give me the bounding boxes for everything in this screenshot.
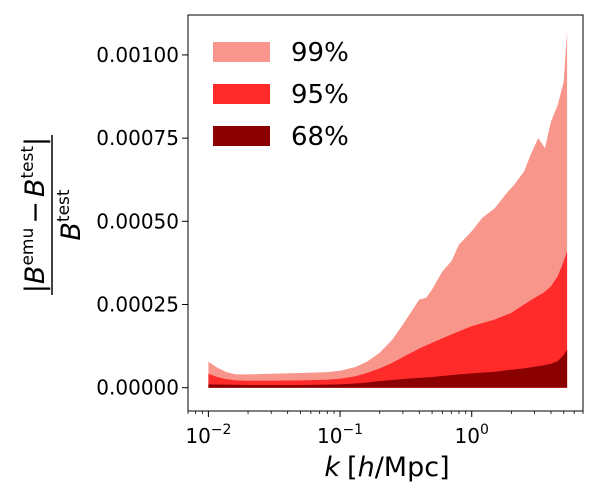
plot-frame (187, 14, 584, 412)
legend-swatch (213, 42, 270, 62)
legend: 99% 95% 68% (213, 38, 349, 152)
y-label-numerator: |Bemu−Btest| (18, 137, 51, 293)
legend-swatch (213, 84, 270, 104)
y-tick-label: 0.00100 (96, 43, 179, 67)
x-axis-label: k [h/Mpc] (324, 452, 449, 483)
y-axis-label: |Bemu−Btest| Btest (18, 135, 87, 295)
y-tick-label: 0.00000 (96, 376, 179, 400)
y-axis: 0.00000 0.00025 0.00050 0.00075 0.00100 (96, 43, 188, 400)
y-label-denominator: Btest (54, 189, 87, 241)
x-tick-label: 100 (455, 422, 489, 448)
x-axis: 10−2 10−1 100 (185, 411, 584, 448)
legend-label: 99% (291, 38, 349, 68)
legend-swatch (213, 126, 270, 146)
y-tick-label: 0.00025 (96, 293, 179, 317)
area-95-percent (208, 251, 568, 388)
legend-label: 95% (291, 80, 349, 110)
area-68-percent (208, 349, 568, 388)
y-tick-label: 0.00075 (96, 126, 179, 150)
x-tick-label: 10−2 (185, 422, 231, 448)
chart-area-series (208, 31, 568, 388)
legend-label: 68% (291, 122, 349, 152)
x-tick-label: 10−1 (317, 422, 363, 448)
area-99-percent (208, 31, 568, 388)
y-tick-label: 0.00050 (96, 209, 179, 233)
